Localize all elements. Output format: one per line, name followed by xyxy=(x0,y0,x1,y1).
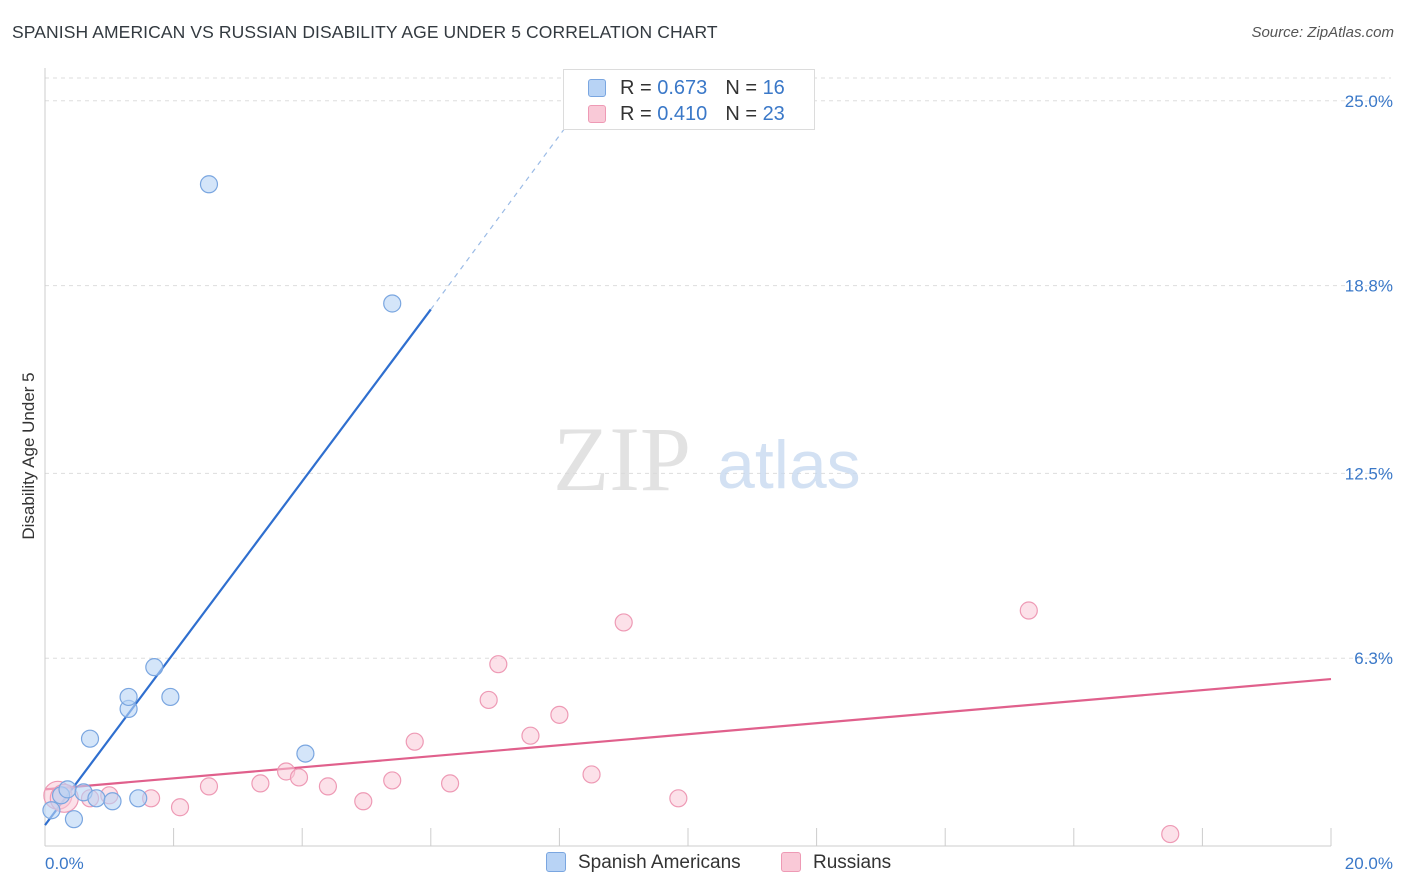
y-tick-label: 18.8% xyxy=(1345,277,1393,296)
point-russians xyxy=(582,765,601,784)
point-russians xyxy=(383,771,402,790)
point-russians xyxy=(614,613,633,632)
trend-extension-spanish-americans xyxy=(430,100,586,310)
y-tick-label: 25.0% xyxy=(1345,92,1393,111)
y-tick-labels: 6.3% 12.5% 18.8% 25.0% xyxy=(1345,92,1393,668)
n-label: N = xyxy=(725,77,763,99)
trend-lines xyxy=(44,100,1332,826)
point-spanish-americans xyxy=(87,789,106,808)
blue-swatch-icon xyxy=(546,852,566,872)
legend-label: Russians xyxy=(813,852,892,873)
point-russians xyxy=(440,774,460,793)
point-spanish-americans xyxy=(296,744,315,763)
r-value: 0.410 xyxy=(657,103,708,125)
pink-swatch-icon xyxy=(781,852,801,872)
correlation-legend: R = 0.673 N = 16 R = 0.410 N = 23 xyxy=(563,69,815,130)
chart-title: SPANISH AMERICAN VS RUSSIAN DISABILITY A… xyxy=(12,22,718,42)
point-russians xyxy=(669,789,688,808)
point-russians xyxy=(170,798,190,817)
trend-line-spanish-americans xyxy=(44,308,432,826)
point-russians xyxy=(489,655,508,674)
legend-row-russians: R = 0.410 N = 23 xyxy=(588,103,785,125)
legend-row-spanish-americans: R = 0.673 N = 16 xyxy=(588,77,785,99)
r-label: R = xyxy=(620,103,658,125)
data-points xyxy=(42,175,1180,844)
point-spanish-americans xyxy=(119,687,138,707)
watermark: ZIP atlas xyxy=(553,408,861,510)
point-spanish-americans xyxy=(42,801,61,820)
axis-layer xyxy=(44,68,1331,847)
y-tick-label: 12.5% xyxy=(1345,464,1393,483)
r-label: R = xyxy=(620,77,658,99)
blue-swatch-icon xyxy=(588,79,606,97)
watermark-atlas: atlas xyxy=(717,427,861,503)
point-russians xyxy=(251,774,270,793)
point-russians xyxy=(289,768,309,787)
point-spanish-americans xyxy=(129,789,148,808)
n-label: N = xyxy=(725,103,763,125)
point-spanish-americans xyxy=(383,294,402,313)
point-spanish-americans xyxy=(161,687,180,707)
source-label: Source: ZipAtlas.com xyxy=(1251,24,1394,41)
trend-line-russians xyxy=(44,677,1332,791)
y-axis-label: Disability Age Under 5 xyxy=(19,372,38,539)
point-spanish-americans xyxy=(80,729,100,748)
point-spanish-americans xyxy=(64,810,84,829)
y-tick-label: 6.3% xyxy=(1354,649,1393,668)
point-russians xyxy=(354,792,373,811)
point-russians xyxy=(405,732,424,751)
legend-item-russians[interactable]: Russians xyxy=(781,852,891,874)
point-russians xyxy=(1161,824,1180,844)
point-russians xyxy=(521,726,540,745)
n-value: 23 xyxy=(762,103,785,125)
x-tick-label: 0.0% xyxy=(45,854,84,873)
pink-swatch-icon xyxy=(588,105,606,123)
r-value: 0.673 xyxy=(657,77,708,99)
legend-item-spanish-americans[interactable]: Spanish Americans xyxy=(546,852,741,874)
point-spanish-americans xyxy=(58,780,77,799)
n-value: 16 xyxy=(762,77,785,99)
legend-label: Spanish Americans xyxy=(578,852,741,873)
point-russians xyxy=(199,777,219,796)
point-russians xyxy=(479,690,498,710)
watermark-zip: ZIP xyxy=(553,408,691,510)
series-legend: Spanish Americans Russians xyxy=(0,852,1406,878)
point-russians xyxy=(550,705,569,724)
point-russians xyxy=(1019,601,1038,620)
x-tick-label: 20.0% xyxy=(1345,854,1393,873)
x-tick-labels: 0.0% 20.0% xyxy=(45,854,1393,873)
point-russians xyxy=(318,777,338,796)
point-spanish-americans xyxy=(145,658,164,677)
point-spanish-americans xyxy=(199,175,219,194)
point-spanish-americans xyxy=(103,792,122,811)
